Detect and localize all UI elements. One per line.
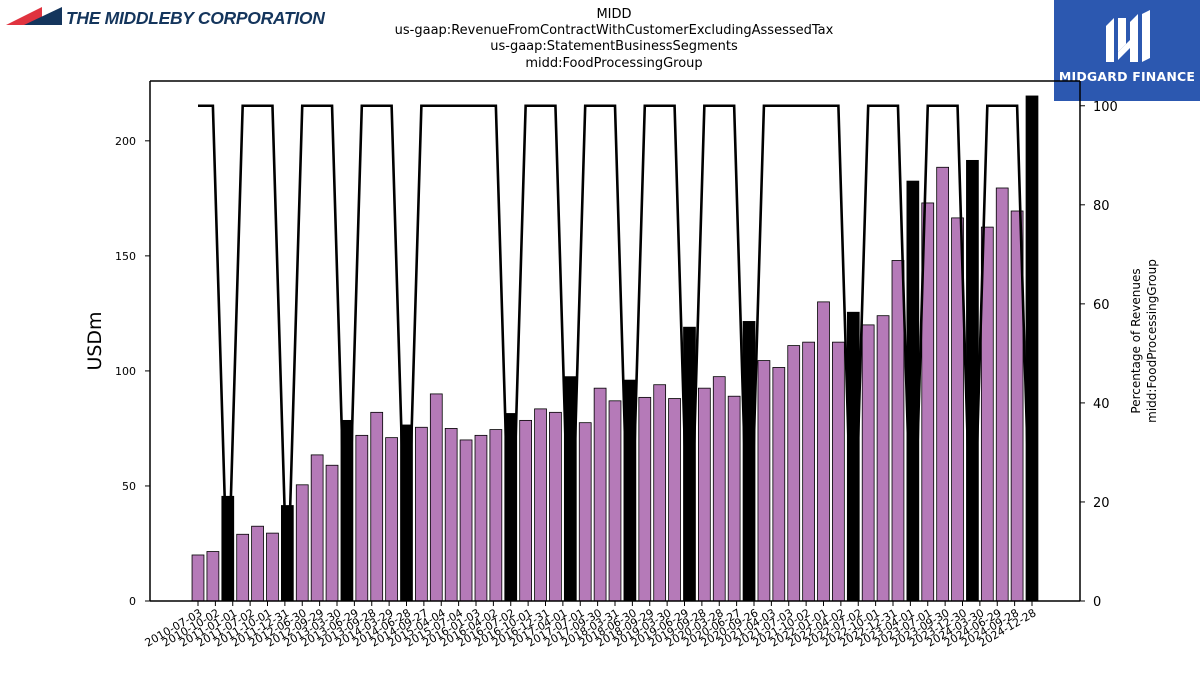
- percentage-line: [198, 104, 1034, 602]
- quarterly-bar: [236, 533, 250, 602]
- quarterly-bar: [995, 187, 1009, 602]
- quarterly-bar: [832, 341, 845, 602]
- quarterly-bar: [727, 395, 741, 602]
- quarterly-bar: [251, 525, 264, 602]
- quarterly-bar: [370, 411, 384, 602]
- annual-bar: [906, 180, 920, 602]
- y-tick-label: 100: [115, 365, 136, 378]
- y2-tick-label: 40: [1093, 397, 1110, 412]
- y2-tick-label: 60: [1093, 298, 1110, 313]
- y2-tick-label: 100: [1093, 100, 1118, 115]
- quarterly-bar: [489, 429, 503, 602]
- middleby-logo-text: THE MIDDLEBY CORPORATION: [66, 8, 325, 28]
- quarterly-bar: [653, 384, 667, 602]
- quarterly-bar: [459, 439, 473, 602]
- quarterly-bar: [891, 260, 905, 602]
- quarterly-bar: [474, 434, 488, 602]
- bars-layer: [191, 95, 1039, 602]
- quarterly-bar: [578, 422, 592, 602]
- quarterly-bar: [936, 166, 950, 602]
- quarterly-bar: [295, 484, 309, 602]
- quarterly-bar: [534, 408, 547, 602]
- midgard-logo-text: MIDGARD FINANCE: [1058, 69, 1196, 84]
- chart-title-concept: us-gaap:RevenueFromContractWithCustomerE…: [394, 23, 834, 39]
- chart-title-member: midd:FoodProcessingGroup: [525, 55, 703, 71]
- quarterly-bar: [712, 376, 726, 602]
- quarterly-bar: [415, 426, 428, 602]
- chart-title-ticker: MIDD: [596, 7, 632, 22]
- y-axis-label: USDm: [84, 311, 106, 370]
- quarterly-bar: [787, 345, 801, 602]
- annual-bar: [1025, 95, 1039, 602]
- quarterly-bar: [772, 367, 786, 602]
- quarterly-bar: [429, 393, 443, 602]
- y2-tick-label: 80: [1093, 199, 1110, 214]
- percentage-line-layer: [198, 104, 1034, 602]
- quarterly-bar: [757, 360, 771, 602]
- y-tick-label: 50: [122, 480, 136, 493]
- chart-title-block: MIDD us-gaap:RevenueFromContractWithCust…: [314, 7, 914, 72]
- quarterly-bar: [593, 387, 607, 602]
- quarterly-bar: [698, 387, 711, 602]
- quarterly-bar: [444, 428, 458, 602]
- annual-bar: [966, 159, 979, 602]
- axes-layer: 0501001502000204060801002010-07-032010-1…: [115, 80, 1118, 650]
- quarterly-bar: [206, 551, 220, 602]
- quarterly-bar: [668, 398, 681, 602]
- quarterly-bar: [266, 532, 279, 602]
- middleby-logo-mark-icon: [6, 7, 62, 25]
- chart-title-axis: us-gaap:StatementBusinessSegments: [490, 39, 738, 55]
- quarterly-bar: [549, 411, 562, 602]
- quarterly-bar: [355, 434, 369, 602]
- midgard-logo-mark-icon: [1106, 10, 1150, 62]
- quarterly-bar: [638, 396, 652, 602]
- quarterly-bar: [191, 554, 205, 602]
- y2-tick-label: 0: [1093, 595, 1101, 610]
- quarterly-bar: [325, 464, 339, 602]
- quarterly-bar: [385, 437, 398, 602]
- quarterly-bar: [310, 454, 324, 602]
- y2-axis-label-line1: Percentage of Revenues: [1129, 268, 1143, 413]
- middleby-logo: THE MIDDLEBY CORPORATION: [6, 4, 325, 32]
- y-tick-label: 0: [129, 595, 136, 608]
- quarterly-bar: [876, 315, 890, 602]
- y2-axis-label-line2: midd:FoodProcessingGroup: [1145, 259, 1159, 423]
- quarterly-bar: [861, 324, 875, 602]
- quarterly-bar: [802, 341, 815, 602]
- midgard-finance-logo: MIDGARD FINANCE: [1054, 0, 1200, 101]
- y-tick-label: 200: [115, 135, 136, 148]
- y2-tick-label: 20: [1093, 496, 1110, 511]
- quarterly-bar: [519, 419, 533, 602]
- quarterly-bar: [817, 301, 830, 602]
- y-tick-label: 150: [115, 250, 136, 263]
- quarterly-bar: [608, 400, 622, 602]
